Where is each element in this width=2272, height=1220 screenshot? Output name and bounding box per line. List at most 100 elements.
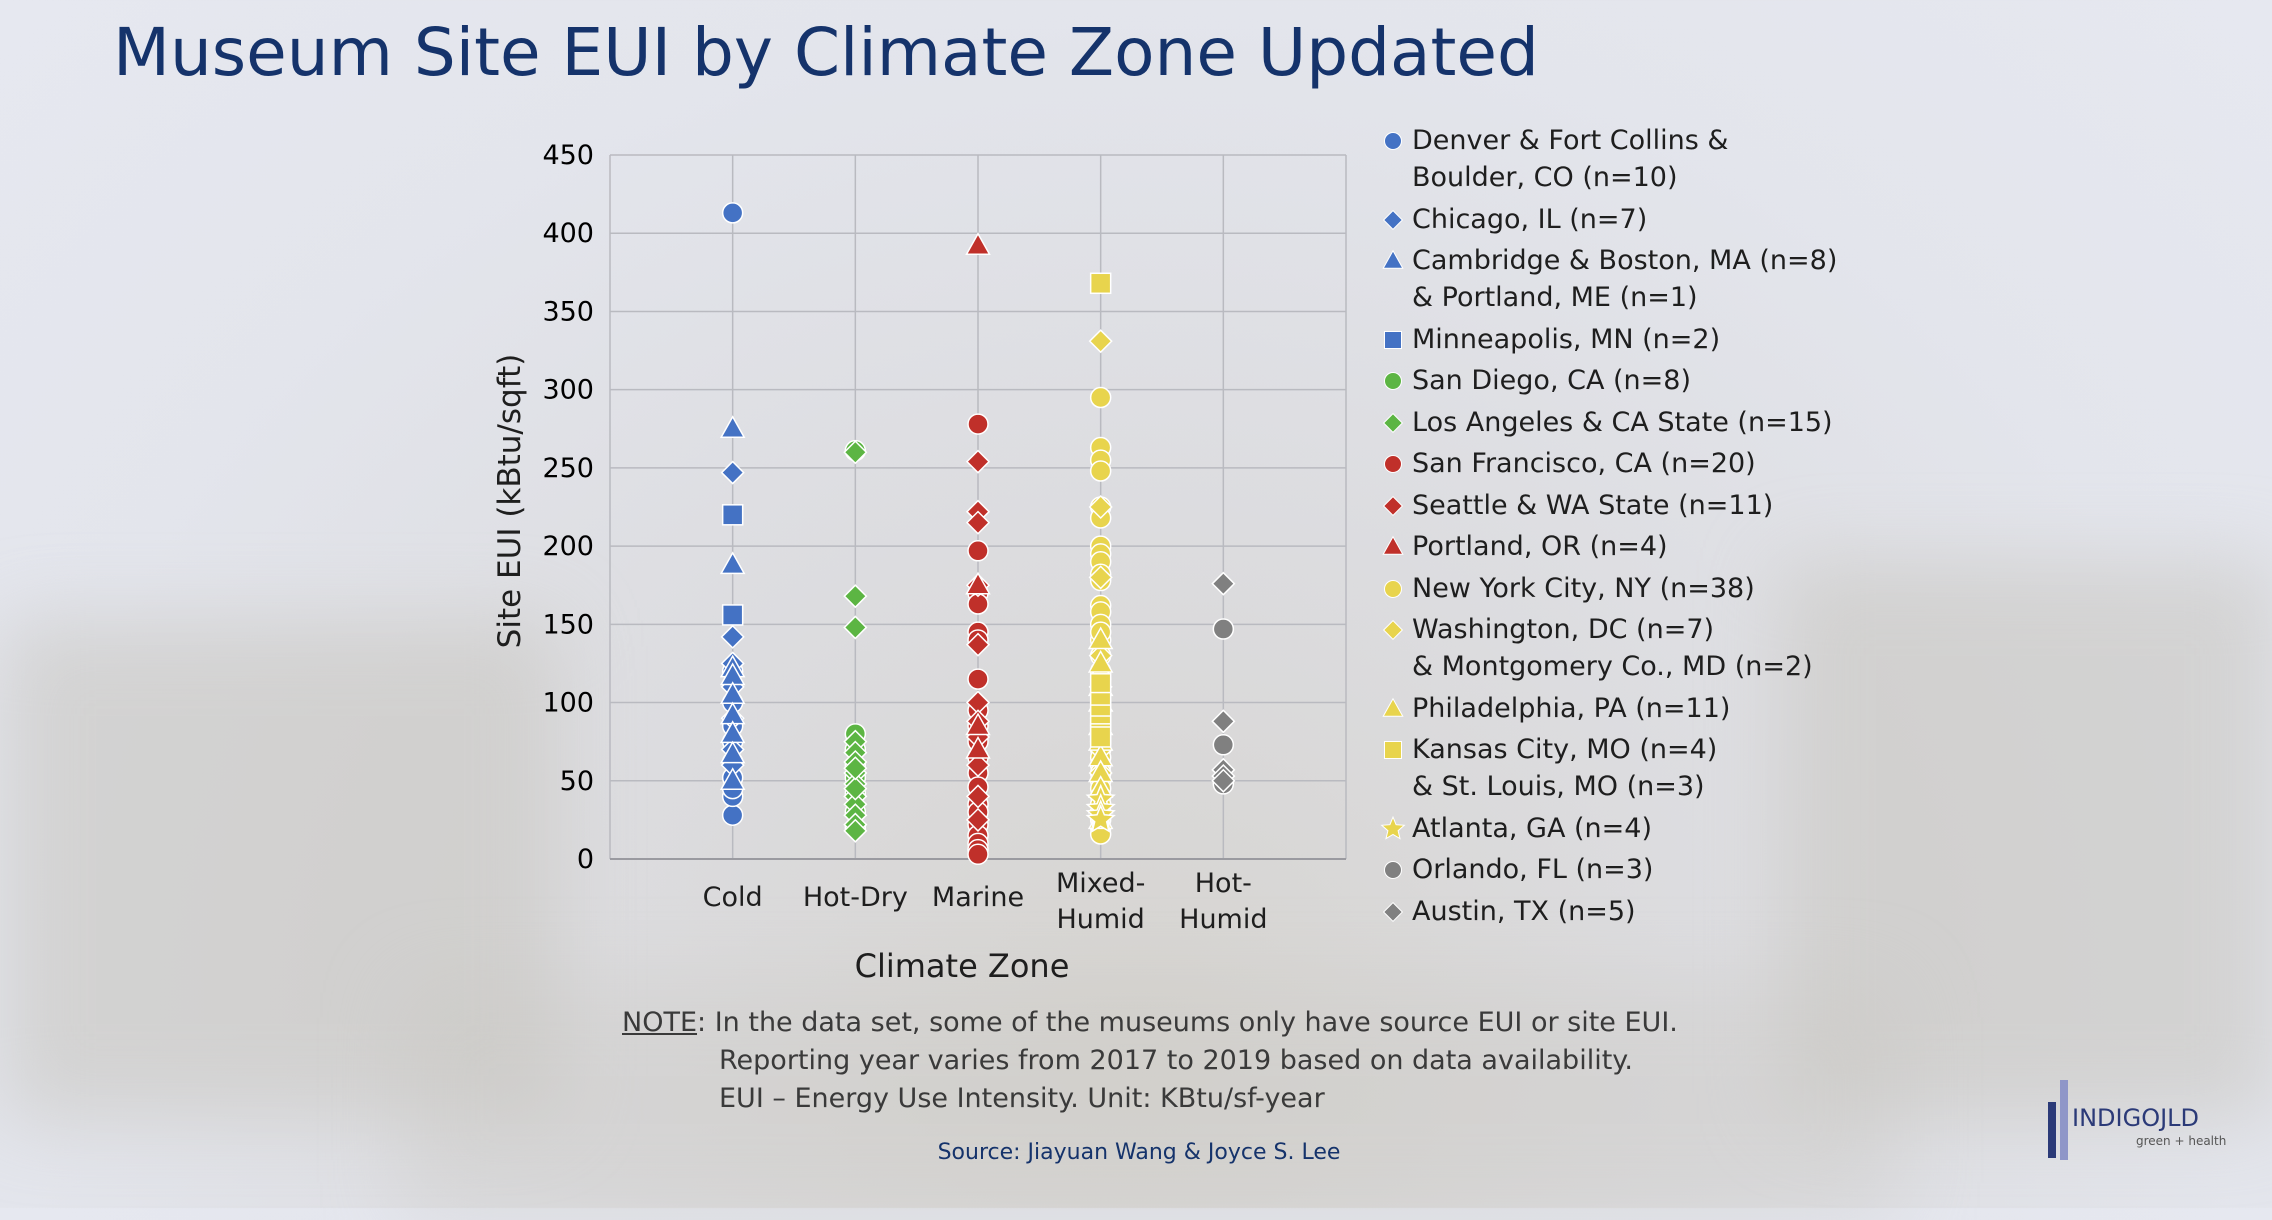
point xyxy=(1384,455,1402,473)
series xyxy=(721,504,744,626)
series xyxy=(719,415,746,791)
point xyxy=(1088,329,1113,354)
legend-label: Denver & Fort Collins & Boulder, CO (n=1… xyxy=(1412,125,1729,193)
point xyxy=(965,753,991,778)
point xyxy=(721,504,744,526)
logo-tagline: green + health xyxy=(2136,1134,2227,1148)
legend-marker xyxy=(1382,495,1404,516)
legend-entry: Denver & Fort Collins & Boulder, CO (n=1… xyxy=(1380,122,1837,196)
point xyxy=(965,784,991,809)
series xyxy=(1085,783,1116,833)
point xyxy=(1088,494,1113,520)
point xyxy=(965,232,991,255)
point xyxy=(1384,861,1402,879)
legend-label: Chicago, IL (n=7) xyxy=(1412,203,1648,235)
background-shape xyxy=(0,620,560,1120)
legend-label: Los Angeles & CA State (n=15) xyxy=(1412,406,1833,438)
point xyxy=(720,460,745,485)
point xyxy=(1382,535,1404,555)
point xyxy=(1088,565,1113,590)
logo-name: INDIGOJLD xyxy=(2072,1104,2200,1132)
x-axis-title: Climate Zone xyxy=(854,947,1070,985)
legend-marker xyxy=(1382,412,1404,433)
y-tick-label: 200 xyxy=(542,531,594,562)
point xyxy=(965,735,991,759)
point xyxy=(1384,330,1402,349)
legend-entry: San Francisco, CA (n=20) xyxy=(1380,445,1837,482)
legend-label: Washington, DC (n=7) & Montgomery Co., M… xyxy=(1412,614,1813,682)
x-tick-label: Hot- Humid xyxy=(1179,868,1268,935)
logo-bar xyxy=(2048,1102,2056,1158)
legend-entry: New York City, NY (n=38) xyxy=(1380,570,1837,607)
series xyxy=(1089,272,1112,748)
legend-marker xyxy=(1382,209,1404,230)
legend-entry: Chicago, IL (n=7) xyxy=(1380,201,1837,238)
legend-marker xyxy=(1384,455,1402,473)
point xyxy=(1089,386,1112,409)
note: NOTE: In the data set, some of the museu… xyxy=(622,1004,1678,1118)
point xyxy=(843,615,868,640)
point xyxy=(1087,649,1114,673)
legend-marker xyxy=(1384,579,1402,598)
point xyxy=(965,807,991,832)
series xyxy=(1211,571,1236,793)
y-tick-label: 350 xyxy=(542,296,594,327)
legend-marker xyxy=(1384,330,1402,349)
legend-entry: Cambridge & Boston, MA (n=8) & Portland,… xyxy=(1380,242,1837,316)
point xyxy=(967,668,989,690)
point xyxy=(1382,249,1404,269)
x-tick-label: Mixed- Humid xyxy=(1055,868,1146,935)
legend-label: Orlando, FL (n=3) xyxy=(1412,854,1654,885)
legend: Denver & Fort Collins & Boulder, CO (n=1… xyxy=(1380,122,1837,934)
point xyxy=(843,756,868,781)
y-tick-label: 450 xyxy=(542,140,594,171)
note-text: : In the data set, some of the museums o… xyxy=(697,1007,1678,1038)
note-label: NOTE xyxy=(622,1007,698,1038)
legend-entry: Orlando, FL (n=3) xyxy=(1380,851,1837,888)
note-text: EUI – Energy Use Intensity. Unit: KBtu/s… xyxy=(719,1083,1325,1114)
point xyxy=(721,804,744,826)
point xyxy=(843,440,868,465)
legend-entry: Washington, DC (n=7) & Montgomery Co., M… xyxy=(1380,611,1837,685)
point xyxy=(1211,709,1236,734)
y-tick-label: 250 xyxy=(542,453,594,484)
point xyxy=(1382,209,1404,230)
point xyxy=(719,551,746,575)
legend-entry: San Diego, CA (n=8) xyxy=(1380,362,1837,399)
point xyxy=(1089,673,1112,695)
point xyxy=(721,202,744,224)
legend-entry: Seattle & WA State (n=11) xyxy=(1380,487,1837,524)
point xyxy=(965,712,991,736)
point xyxy=(965,571,991,595)
point xyxy=(719,767,746,791)
point xyxy=(965,449,991,474)
point xyxy=(721,604,744,626)
point xyxy=(719,415,746,439)
legend-label: Atlanta, GA (n=4) xyxy=(1412,812,1652,844)
logo: INDIGOJLD green + health xyxy=(2046,1080,2236,1162)
y-tick-label: 400 xyxy=(542,218,594,249)
legend-entry: Austin, TX (n=5) xyxy=(1380,893,1837,930)
point xyxy=(965,510,991,535)
point xyxy=(719,740,746,764)
point xyxy=(967,843,989,866)
point xyxy=(1087,626,1114,650)
background-shape xyxy=(1780,560,2272,1120)
point xyxy=(1085,803,1116,833)
legend-label: Cambridge & Boston, MA (n=8) & Portland,… xyxy=(1412,245,1838,313)
y-axis-title: Site EUI (kBtu/sqft) xyxy=(492,353,528,649)
note-text: Reporting year varies from 2017 to 2019 … xyxy=(719,1045,1633,1076)
y-tick-label: 50 xyxy=(560,766,594,797)
legend-marker xyxy=(1384,132,1402,150)
legend-marker xyxy=(1382,619,1404,641)
legend-marker xyxy=(1380,815,1406,840)
series xyxy=(843,440,868,843)
point xyxy=(967,540,989,562)
legend-marker xyxy=(1382,249,1404,269)
x-tick-label: Cold xyxy=(702,882,763,913)
legend-entry: Los Angeles & CA State (n=15) xyxy=(1380,404,1837,441)
point xyxy=(1382,697,1404,717)
legend-label: Minneapolis, MN (n=2) xyxy=(1412,323,1721,355)
legend-marker xyxy=(1384,741,1402,759)
point xyxy=(1384,372,1402,390)
